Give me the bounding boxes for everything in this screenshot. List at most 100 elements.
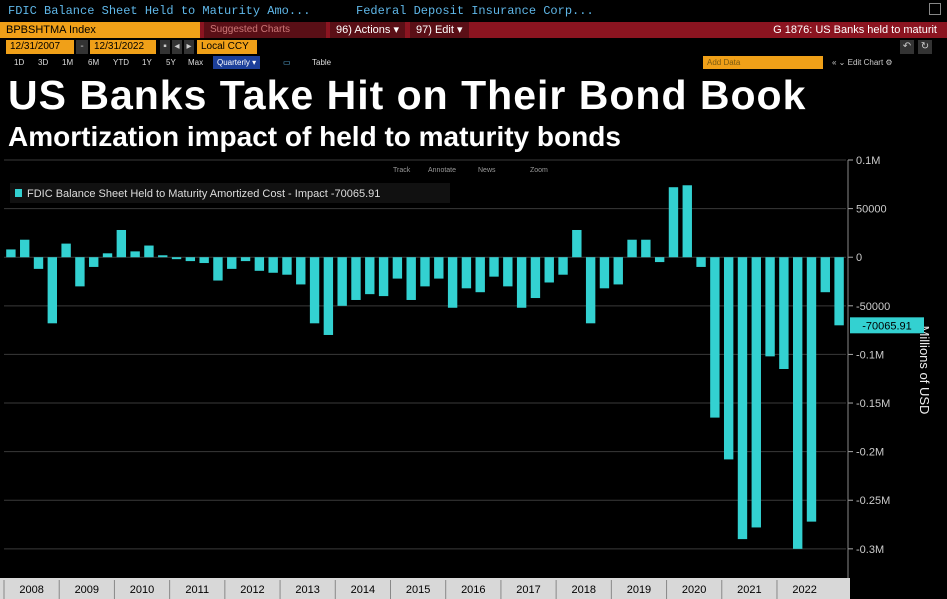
bar [737,257,748,540]
bar [20,239,30,258]
y-tick-label: 0.1M [856,155,880,167]
bar [75,257,85,287]
legend[interactable]: FDIC Balance Sheet Held to Maturity Amor… [10,183,450,203]
range-1d[interactable]: 1D [14,58,25,67]
x-tick-label: 2019 [627,584,651,596]
calendar-icon[interactable]: ▪ [160,40,170,54]
bar [185,257,196,262]
range-1y[interactable]: 1Y [142,58,152,67]
chart-toolbar: Track Annotate News Zoom [393,167,548,174]
last-value-text: -70065.91 [862,320,912,332]
bar [130,251,140,258]
bar [406,257,416,300]
x-tick-label: 2016 [461,584,485,596]
bar [240,257,251,262]
range-1m[interactable]: 1M [62,58,74,67]
bar [199,257,209,264]
bar [89,257,99,267]
edit-menu[interactable]: 97) Edit ▾ [410,22,469,38]
next-arrow-icon[interactable]: ▸ [184,40,194,54]
bar [392,257,403,279]
range-5y[interactable]: 5Y [166,58,176,67]
range-bar: 1D 3D 1M 6M YTD 1Y 5Y Max Quarterly ▾ ▭ … [0,56,947,70]
x-tick-label: 2020 [682,584,706,596]
bar [378,257,389,297]
security-description[interactable]: FDIC Balance Sheet Held to Maturity Amo.… [8,4,311,18]
bar [503,257,513,287]
bar [171,257,182,260]
edit-chart-button[interactable]: « ⌄ Edit Chart ⚙ [832,58,893,67]
bar [6,249,16,258]
bar [102,253,113,258]
period-select[interactable]: Quarterly ▾ [213,56,261,69]
bar [530,257,541,299]
news-tool[interactable]: News [478,167,496,174]
table-button[interactable]: Table [312,58,332,67]
zoom-tool[interactable]: Zoom [530,167,548,174]
bar [723,257,734,460]
bar [516,257,527,308]
undo-icon[interactable]: ↶ [900,40,914,54]
dash-separator: - [76,40,88,54]
range-ytd[interactable]: YTD [113,58,129,67]
range-3d[interactable]: 3D [38,58,49,67]
bar [296,257,306,285]
end-date-field[interactable]: 12/31/2022 [90,40,156,54]
track-tool[interactable]: Track [393,167,411,174]
x-axis: 2008 2009 2010 2011 2012 2013 2014 2015 2016 2017… [3,580,817,599]
bar [475,257,485,293]
bar [668,187,679,258]
bar [33,257,44,269]
actions-menu[interactable]: 96) Actions ▾ [330,22,405,38]
x-tick-label: 2012 [240,584,264,596]
date-bar: 12/31/2007 - 12/31/2022 ▪ ◂ ▸ Local CCY … [0,40,947,55]
start-date-field[interactable]: 12/31/2007 [6,40,74,54]
bar-series [6,185,844,549]
source-name[interactable]: Federal Deposit Insurance Corp... [356,4,594,18]
expand-icon[interactable] [929,3,941,15]
x-tick-label: 2013 [295,584,319,596]
bar [116,229,127,258]
add-data-field[interactable]: Add Data [703,56,823,69]
plot-area [0,160,850,580]
bar [613,257,623,285]
y-tick-label: -0.2M [856,447,884,459]
chart-subtitle: Amortization impact of held to maturity … [8,121,621,152]
bar [599,257,610,289]
x-tick-label: 2009 [75,584,99,596]
bar [47,257,58,324]
legend-box [10,183,450,203]
legend-swatch [15,189,22,197]
x-tick-label: 2015 [406,584,430,596]
y-tick-label: -0.15M [856,398,890,410]
bar [420,257,430,287]
bar [461,257,472,289]
currency-select[interactable]: Local CCY [197,40,257,54]
x-tick-label: 2010 [130,584,154,596]
bar [254,257,265,271]
x-tick-label: 2018 [571,584,595,596]
prev-arrow-icon[interactable]: ◂ [172,40,182,54]
bar [806,257,817,522]
reset-icon[interactable]: ↻ [918,40,932,54]
legend-label: FDIC Balance Sheet Held to Maturity Amor… [27,188,380,200]
last-value-box [850,317,924,334]
bar [544,257,554,283]
y-axis-label: Millions of USD [917,326,932,415]
x-axis-band [0,578,850,599]
ticker-field[interactable]: BPBSHTMA Index [0,22,200,38]
bar [337,257,347,306]
bar [710,257,720,418]
bar [434,257,444,279]
bar [365,257,375,295]
range-6m[interactable]: 6M [88,58,100,67]
bar [447,257,458,308]
suggested-charts-button[interactable]: Suggested Charts [204,22,326,38]
range-max[interactable]: Max [188,58,204,67]
bar [489,257,499,277]
chart-type-icon[interactable]: ▭ [283,58,291,67]
annotate-tool[interactable]: Annotate [428,167,456,174]
bar [309,257,320,324]
x-tick-label: 2017 [516,584,540,596]
